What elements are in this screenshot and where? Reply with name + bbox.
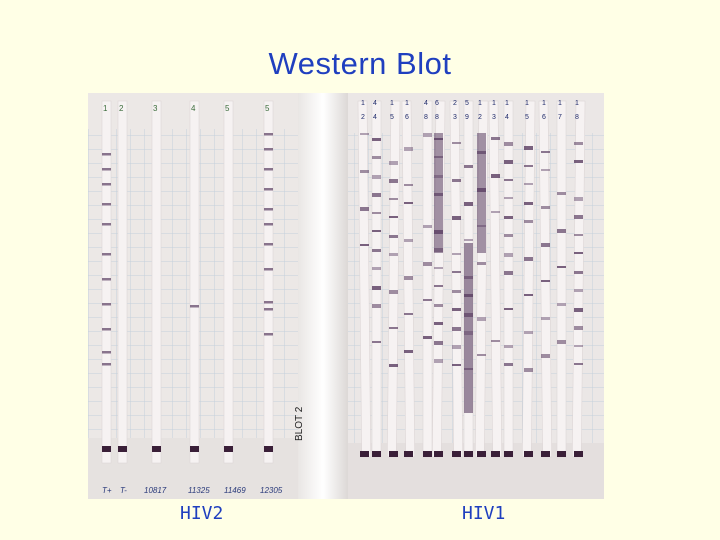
blot-separator [298,93,348,499]
strip-marker [491,451,500,457]
hiv1-strip-number: 2 [453,100,457,107]
strip-marker [404,451,413,457]
hiv2-bottom-label: 10817 [144,486,167,495]
hiv1-strip-number: 1 [492,100,496,107]
hiv1-strip [503,100,514,458]
hiv1-strip-number: 1 [361,100,365,107]
hiv1-strip-number: 1 [478,100,482,107]
slide-title: Western Blot [268,46,452,81]
hiv1-strip [422,100,433,458]
hiv2-strip-number: 2 [119,104,124,113]
strip-marker [434,451,443,457]
blot-strips [101,100,586,464]
blot-side-label: BLOT 2 [294,406,305,441]
hiv2-bottom-label: T+ [102,486,112,495]
strip-marker [574,451,583,457]
hiv2-strip [263,100,274,464]
hiv2-strip-number: 1 [103,104,108,113]
hiv1-strip-number: 5 [465,100,469,107]
hiv2-strip [151,100,162,464]
strip-marker [360,451,369,457]
hiv1-strip-number: 2 [478,114,482,121]
hiv2-strip [117,100,128,464]
hiv1-strip-number: 8 [575,114,579,121]
hiv1-strip-number: 5 [525,114,529,121]
strip-marker [102,446,111,452]
hiv2-bottom-label: 11325 [188,486,210,495]
hiv1-strip-number: 1 [505,100,509,107]
hiv1-strip-number: 8 [424,114,428,121]
strip-marker [190,446,199,452]
hiv2-strip-number: 4 [191,104,196,113]
hiv1-strip-number: 2 [361,114,365,121]
hiv2-strip-number: 5 [225,104,230,113]
strip-marker [452,451,461,457]
strip-marker [264,446,273,452]
strip-marker [389,451,398,457]
strip-marker [557,451,566,457]
hiv2-bottom-label: 11469 [224,486,246,495]
hiv1-strip [371,100,382,458]
hiv1-strip-number: 8 [435,114,439,121]
strip-marker [118,446,127,452]
hiv1-strip-number: 6 [405,114,409,121]
strip-marker [152,446,161,452]
hiv1-strip-number: 6 [435,100,439,107]
strip-marker [464,451,473,457]
hiv1-strip-number: 4 [424,100,428,107]
strip-marker [504,451,513,457]
hiv1-strip-number: 1 [542,100,546,107]
strip-marker [477,451,486,457]
hiv2-strip-number: 3 [153,104,158,113]
hiv1-label: HIV1 [462,503,506,524]
hiv1-strip-number: 6 [542,114,546,121]
hiv2-bottom-label: T- [120,486,127,495]
hiv1-strip-number: 4 [373,100,377,107]
hiv1-strip-number: 1 [525,100,529,107]
strip-marker [524,451,533,457]
hiv1-strip-number: 5 [390,114,394,121]
hiv2-strip-number: 5 [265,104,270,113]
hiv1-strip-number: 3 [492,114,496,121]
hiv2-strip [101,100,112,464]
hiv2-bottom-label: 12305 [260,486,283,495]
hiv2-strip [223,100,234,464]
hiv2-label: HIV2 [180,503,224,524]
hiv1-strip-number: 1 [558,100,562,107]
hiv1-strip-number: 1 [575,100,579,107]
hiv1-strip-number: 4 [373,114,377,121]
hiv1-strip-number: 4 [505,114,509,121]
hiv1-strip-number: 1 [390,100,394,107]
strip-marker [372,451,381,457]
hiv2-strip [189,100,200,464]
strip-marker [541,451,550,457]
hiv1-strip-number: 3 [453,114,457,121]
hiv1-strip-number: 1 [405,100,409,107]
hiv1-strip [556,100,567,458]
strip-marker [224,446,233,452]
strip-marker [423,451,432,457]
hiv1-strip-number: 9 [465,114,469,121]
hiv1-strip-number: 7 [558,114,562,121]
